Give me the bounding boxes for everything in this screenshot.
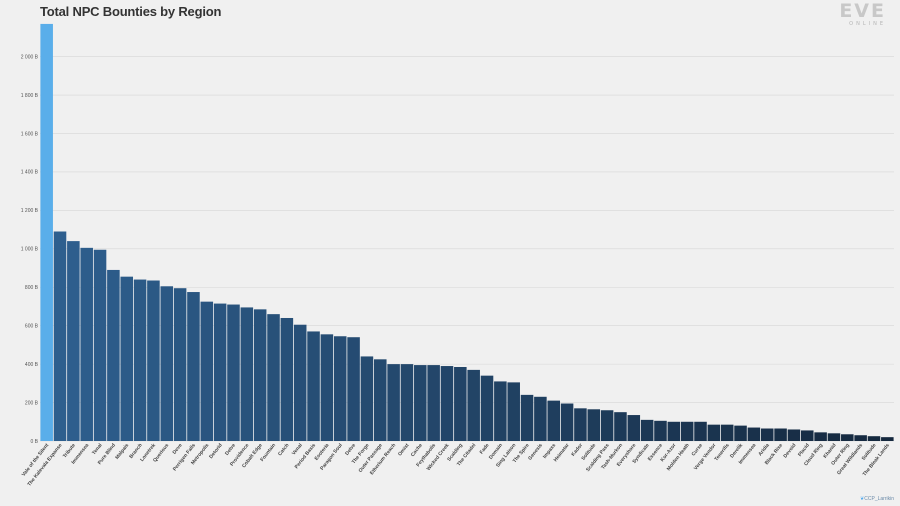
bars xyxy=(40,23,894,441)
bar xyxy=(213,303,227,441)
bar xyxy=(667,421,681,441)
bar xyxy=(480,375,494,441)
bar xyxy=(520,394,534,441)
bar xyxy=(627,415,641,441)
bar xyxy=(440,366,454,441)
chart-title: Total NPC Bounties by Region xyxy=(40,4,222,19)
x-category-label: Catch xyxy=(277,443,290,458)
x-category-label: Genesis xyxy=(527,442,544,461)
y-tick-label: 0 B xyxy=(30,439,38,445)
bar xyxy=(614,412,627,441)
bar xyxy=(707,424,721,441)
bar xyxy=(67,241,80,441)
bar xyxy=(560,403,574,441)
bar xyxy=(360,356,374,441)
bar xyxy=(187,292,200,441)
author-credit: ❦CCP_Larrikin xyxy=(860,496,894,502)
bar xyxy=(240,307,254,441)
x-category-label: Detorid xyxy=(208,443,224,460)
bar xyxy=(53,231,67,441)
bar xyxy=(93,249,107,441)
y-tick-label: 800 B xyxy=(25,285,39,291)
bar xyxy=(133,279,147,441)
bar xyxy=(747,427,761,441)
bar xyxy=(80,247,93,441)
credit-text: CCP_Larrikin xyxy=(864,496,894,502)
bar xyxy=(347,337,360,441)
bar xyxy=(854,435,867,441)
bar xyxy=(640,419,654,441)
bar xyxy=(787,429,801,441)
bar xyxy=(507,382,520,441)
bar xyxy=(200,301,214,441)
x-category-label: Fade xyxy=(479,442,491,455)
bar xyxy=(547,400,561,441)
bar xyxy=(841,434,854,441)
eve-online-logo: EVE ONLINE xyxy=(836,1,886,29)
bar xyxy=(534,396,547,441)
bar xyxy=(760,428,774,441)
logo-sub-text: ONLINE xyxy=(849,21,886,27)
bar xyxy=(147,280,160,441)
bar xyxy=(454,367,467,441)
bar xyxy=(227,304,240,441)
logo-main-text: EVE xyxy=(839,0,886,22)
bar xyxy=(867,436,881,441)
bar xyxy=(774,428,787,441)
bar xyxy=(720,424,734,441)
bar xyxy=(427,365,440,441)
bar xyxy=(333,336,347,441)
y-tick-label: 400 B xyxy=(25,362,39,368)
y-tick-label: 2 000 B xyxy=(21,54,39,60)
y-tick-label: 1 800 B xyxy=(21,93,39,99)
bar xyxy=(387,364,400,441)
bar xyxy=(800,430,814,441)
bar xyxy=(494,381,507,441)
bar xyxy=(400,364,414,441)
bar xyxy=(680,421,694,441)
bar xyxy=(373,359,387,441)
bar xyxy=(173,288,187,441)
bar xyxy=(881,437,894,441)
y-tick-label: 200 B xyxy=(25,400,39,406)
bar xyxy=(267,314,280,441)
bar xyxy=(734,425,747,441)
twitter-bird-icon: ❦ xyxy=(860,496,865,502)
bar xyxy=(293,324,307,441)
x-category-label: Deve xyxy=(172,442,184,455)
x-category-label: Omist xyxy=(397,442,411,457)
y-tick-label: 1 000 B xyxy=(21,247,39,253)
bar xyxy=(107,269,120,441)
bar xyxy=(654,420,667,441)
bar xyxy=(600,410,614,441)
bar xyxy=(587,409,601,441)
bar xyxy=(467,369,480,441)
y-axis-ticks: 0 B 200 B 400 B 600 B 800 B 1 000 B 1 200 B 1 4… xyxy=(21,54,39,444)
bar xyxy=(814,432,827,441)
bar xyxy=(120,276,134,441)
y-tick-label: 1 200 B xyxy=(21,208,39,214)
bar xyxy=(40,23,53,441)
bar xyxy=(307,331,320,441)
bar xyxy=(694,421,707,441)
bar xyxy=(827,433,841,441)
x-category-label: Malpais xyxy=(114,442,130,460)
bar xyxy=(414,365,427,441)
bar xyxy=(320,334,334,441)
y-tick-label: 1 600 B xyxy=(21,131,39,137)
y-tick-label: 1 400 B xyxy=(21,170,39,176)
bar xyxy=(280,317,294,441)
x-category-label: Devoid xyxy=(783,443,798,460)
bar xyxy=(160,286,174,441)
bar xyxy=(253,309,267,441)
bar xyxy=(574,408,587,441)
y-tick-label: 600 B xyxy=(25,323,39,329)
